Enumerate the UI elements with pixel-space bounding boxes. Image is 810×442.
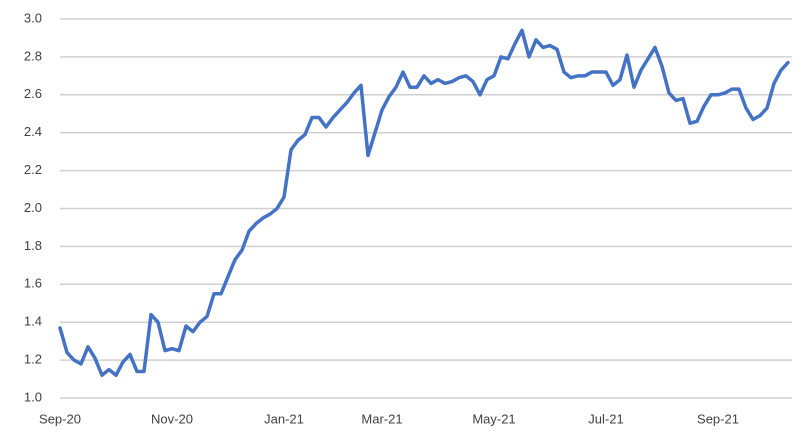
x-tick-label: May-21 [472,411,515,426]
y-tick-label: 3.0 [24,10,42,25]
y-tick-label: 1.0 [24,389,42,404]
y-tick-label: 1.6 [24,276,42,291]
y-tick-label: 1.2 [24,352,42,367]
y-tick-label: 1.4 [24,314,42,329]
y-tick-label: 2.8 [24,48,42,63]
y-tick-label: 2.6 [24,86,42,101]
x-tick-label: Sep-21 [697,411,739,426]
y-tick-label: 1.8 [24,238,42,253]
x-tick-label: Nov-20 [151,411,193,426]
x-tick-label: Mar-21 [361,411,402,426]
y-tick-label: 2.0 [24,200,42,215]
x-tick-label: Jul-21 [588,411,623,426]
y-tick-label: 2.2 [24,162,42,177]
y-tick-label: 2.4 [24,124,42,139]
x-tick-label: Sep-20 [39,411,81,426]
x-tick-label: Jan-21 [264,411,304,426]
line [58,28,790,378]
